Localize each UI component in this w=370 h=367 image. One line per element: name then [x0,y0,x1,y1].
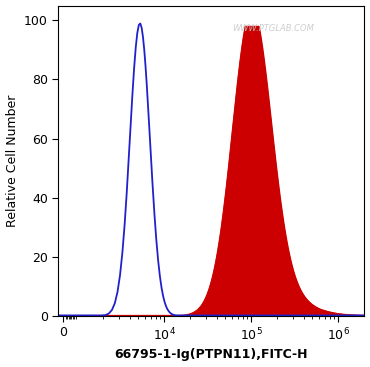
Text: WWW.PTGLAB.COM: WWW.PTGLAB.COM [232,24,313,33]
X-axis label: 66795-1-Ig(PTPN11),FITC-H: 66795-1-Ig(PTPN11),FITC-H [115,348,308,361]
Y-axis label: Relative Cell Number: Relative Cell Number [6,95,18,227]
